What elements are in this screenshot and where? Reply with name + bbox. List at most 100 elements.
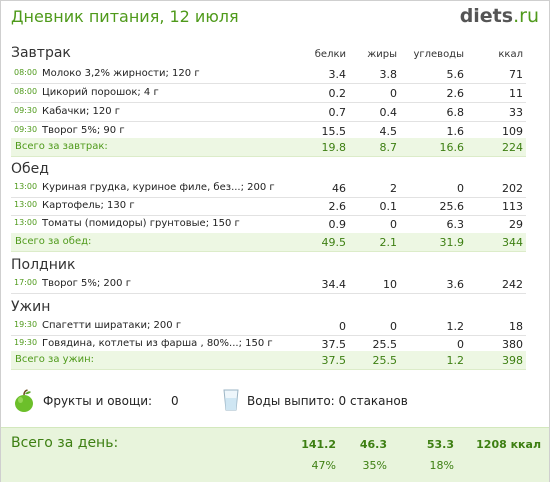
day-total-label: Всего за день: (11, 435, 119, 451)
row-fat: 25.5 (372, 338, 398, 351)
total-fat: 2.1 (379, 236, 398, 249)
row-protein: 3.4 (328, 68, 347, 81)
meal-title-dinner: Ужин (11, 299, 51, 315)
row-fat: 0.4 (379, 106, 398, 119)
total-label: Всего за завтрак: (15, 141, 108, 152)
column-header-carbs: углеводы (413, 49, 464, 60)
meal-total-row: Всего за ужин: 37.5 25.5 1.2 398 (11, 351, 526, 370)
day-carbs-pct: 18% (429, 459, 454, 472)
row-kcal: 11 (509, 87, 523, 100)
table-row[interactable]: 09:30 Кабачки; 120 г 0.7 0.4 6.8 33 (11, 103, 526, 122)
row-carbs: 25.6 (439, 200, 465, 213)
row-kcal: 18 (509, 320, 523, 333)
row-carbs: 5.6 (446, 68, 465, 81)
row-protein: 37.5 (321, 338, 347, 351)
meal-total-row: Всего за завтрак: 19.8 8.7 16.6 224 (11, 138, 526, 157)
row-food[interactable]: Молоко 3,2% жирности; 120 г (42, 68, 200, 79)
row-carbs: 2.6 (446, 87, 465, 100)
row-carbs: 6.3 (446, 218, 465, 231)
row-food[interactable]: Куриная грудка, куриное филе, без...; 20… (42, 182, 275, 193)
row-time: 17:00 (14, 278, 38, 287)
logo-main: diets (459, 5, 514, 27)
row-kcal: 71 (509, 68, 523, 81)
column-header-kcal: ккал (498, 49, 523, 60)
row-fat: 0 (390, 87, 397, 100)
row-fat: 0.1 (379, 200, 398, 213)
meal-title-lunch: Обед (11, 161, 49, 177)
row-food[interactable]: Говядина, котлеты из фарша , 80%...; 150… (42, 338, 273, 349)
day-protein: 141.2 (301, 438, 336, 451)
meal-title-snack: Полдник (11, 257, 76, 273)
row-food[interactable]: Творог 5%; 200 г (42, 278, 131, 289)
row-protein: 0 (339, 320, 346, 333)
row-kcal: 380 (502, 338, 523, 351)
row-kcal: 33 (509, 106, 523, 119)
total-carbs: 1.2 (446, 354, 465, 367)
row-time: 09:30 (14, 106, 38, 115)
row-protein: 46 (332, 182, 346, 195)
row-protein: 0.2 (328, 87, 347, 100)
column-header-fat: жиры (367, 49, 397, 60)
row-time: 19:30 (14, 320, 38, 329)
fruits-value[interactable]: 0 (171, 394, 179, 408)
row-kcal: 29 (509, 218, 523, 231)
apple-icon (15, 389, 33, 412)
row-protein: 2.6 (328, 200, 347, 213)
row-fat: 0 (390, 320, 397, 333)
fruits-label: Фрукты и овощи: (43, 394, 153, 408)
row-carbs: 0 (457, 338, 464, 351)
row-food[interactable]: Творог 5%; 90 г (42, 125, 125, 136)
total-kcal: 344 (502, 236, 523, 249)
total-label: Всего за ужин: (15, 354, 95, 365)
table-row[interactable]: 13:00 Куриная грудка, куриное филе, без.… (11, 179, 526, 198)
row-protein: 34.4 (321, 278, 347, 291)
day-carbs: 53.3 (426, 438, 454, 451)
table-row[interactable]: 17:00 Творог 5%; 200 г 34.4 10 3.6 242 (11, 275, 526, 294)
total-kcal: 224 (502, 141, 523, 154)
extras-bar: Фрукты и овощи: 0 Воды выпито: 0 стакано… (1, 387, 549, 417)
table-row[interactable]: 13:00 Томаты (помидоры) грунтовые; 150 г… (11, 215, 526, 234)
row-fat: 4.5 (379, 125, 398, 138)
row-time: 09:30 (14, 125, 38, 134)
row-time: 13:00 (14, 182, 38, 191)
row-food[interactable]: Томаты (помидоры) грунтовые; 150 г (42, 218, 240, 229)
total-fat: 25.5 (372, 354, 398, 367)
row-food[interactable]: Цикорий порошок; 4 г (42, 87, 159, 98)
row-kcal: 242 (502, 278, 523, 291)
total-protein: 49.5 (321, 236, 347, 249)
table-row[interactable]: 13:00 Картофель; 130 г 2.6 0.1 25.6 113 (11, 197, 526, 216)
day-kcal: 1208 ккал (476, 438, 541, 451)
page-title: Дневник питания, 12 июля (11, 7, 239, 26)
column-header-protein: белки (314, 49, 346, 60)
row-fat: 0 (390, 218, 397, 231)
total-protein: 19.8 (321, 141, 347, 154)
header: Дневник питания, 12 июля diets.ru (1, 1, 549, 35)
row-food[interactable]: Картофель; 130 г (42, 200, 135, 211)
table-row[interactable]: 08:00 Молоко 3,2% жирности; 120 г 3.4 3.… (11, 65, 526, 84)
row-fat: 3.8 (379, 68, 398, 81)
row-time: 19:30 (14, 338, 38, 347)
row-carbs: 3.6 (446, 278, 465, 291)
row-time: 13:00 (14, 200, 38, 209)
table-row[interactable]: 19:30 Спагетти ширатаки; 200 г 0 0 1.2 1… (11, 317, 526, 336)
site-logo[interactable]: diets.ru (460, 5, 539, 27)
row-kcal: 113 (502, 200, 523, 213)
logo-tld: .ru (513, 5, 539, 27)
total-protein: 37.5 (321, 354, 347, 367)
row-food[interactable]: Кабачки; 120 г (42, 106, 121, 117)
day-fat: 46.3 (359, 438, 387, 451)
row-food[interactable]: Спагетти ширатаки; 200 г (42, 320, 182, 331)
total-fat: 8.7 (379, 141, 398, 154)
meal-title-breakfast: Завтрак (11, 45, 71, 61)
day-total-panel: Всего за день: 141.2 46.3 53.3 1208 ккал… (1, 427, 549, 482)
row-protein: 15.5 (321, 125, 347, 138)
water-label[interactable]: Воды выпито: 0 стаканов (247, 394, 408, 408)
row-time: 13:00 (14, 218, 38, 227)
row-protein: 0.7 (328, 106, 347, 119)
table-row[interactable]: 08:00 Цикорий порошок; 4 г 0.2 0 2.6 11 (11, 84, 526, 103)
row-time: 08:00 (14, 87, 38, 96)
total-carbs: 31.9 (439, 236, 465, 249)
row-carbs: 6.8 (446, 106, 465, 119)
row-kcal: 202 (502, 182, 523, 195)
